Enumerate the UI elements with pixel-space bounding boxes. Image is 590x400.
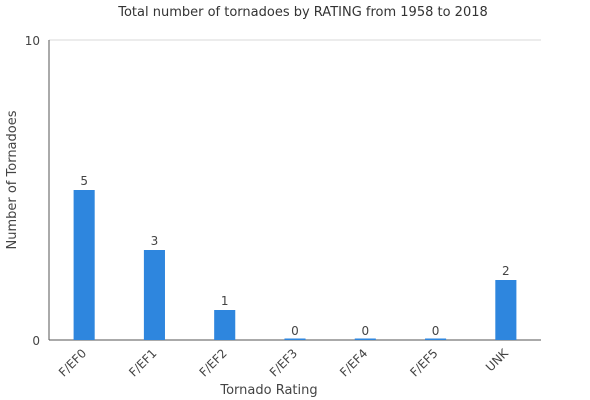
x-tick-label-f-ef0: F/EF0 bbox=[56, 346, 89, 379]
bar-f-ef1 bbox=[143, 250, 165, 340]
x-tick-label-f-ef2: F/EF2 bbox=[197, 346, 230, 379]
bar-f-ef0 bbox=[73, 190, 95, 340]
x-axis-title: Tornado Rating bbox=[219, 383, 317, 398]
x-tick-label-f-ef1: F/EF1 bbox=[126, 346, 159, 379]
bar-unk bbox=[495, 280, 517, 340]
x-tick-labels-group: F/EF0 F/EF1 F/EF2 F/EF3 F/EF4 F/EF5 UNK bbox=[56, 345, 512, 379]
x-tick-label-f-ef3: F/EF3 bbox=[267, 346, 300, 379]
data-label-f-ef4: 0 bbox=[361, 324, 369, 338]
y-tick-label-min: 0 bbox=[32, 334, 40, 348]
data-label-f-ef5: 0 bbox=[432, 324, 440, 338]
x-tick-label-unk: UNK bbox=[483, 345, 512, 374]
data-labels-group: 5 3 1 0 0 0 2 bbox=[80, 174, 509, 338]
data-label-f-ef2: 1 bbox=[221, 294, 229, 308]
bars-group bbox=[73, 190, 517, 340]
chart-title: Total number of tornadoes by RATING from… bbox=[117, 5, 488, 20]
bar-f-ef4 bbox=[354, 338, 376, 340]
bar-f-ef5 bbox=[425, 338, 447, 340]
data-label-f-ef0: 5 bbox=[80, 174, 88, 188]
x-tick-label-f-ef5: F/EF5 bbox=[407, 346, 440, 379]
data-label-f-ef3: 0 bbox=[291, 324, 299, 338]
y-axis-title: Number of Tornadoes bbox=[5, 110, 20, 249]
x-tick-label-f-ef4: F/EF4 bbox=[337, 346, 370, 379]
data-label-unk: 2 bbox=[502, 264, 510, 278]
bar-f-ef2 bbox=[214, 310, 236, 340]
y-tick-label-max: 10 bbox=[25, 34, 40, 48]
data-label-f-ef1: 3 bbox=[151, 234, 159, 248]
bar-f-ef3 bbox=[284, 338, 306, 340]
